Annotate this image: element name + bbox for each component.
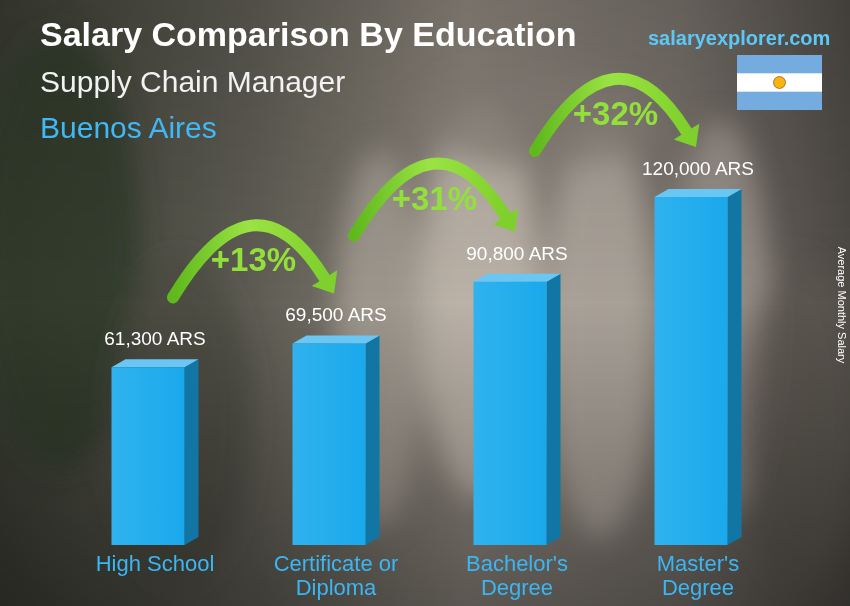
- bar-group: [474, 274, 561, 545]
- data-label: 90,800 ARS: [466, 243, 567, 264]
- flag: [737, 55, 822, 110]
- annotation: +32%: [573, 95, 658, 132]
- location: Buenos Aires: [40, 111, 217, 144]
- bar-top: [474, 274, 561, 282]
- bars: [112, 189, 742, 545]
- bar: [655, 197, 728, 545]
- arrow-shaft: [535, 79, 687, 151]
- category-line: Diploma: [296, 575, 377, 600]
- bar-group: [293, 335, 380, 545]
- category-label: Master'sDegree: [657, 551, 739, 600]
- growth-arrow: [173, 225, 337, 297]
- data-label: 69,500 ARS: [285, 304, 386, 325]
- flag-sun: [774, 77, 786, 89]
- bar-group: [655, 189, 742, 545]
- data-label: 61,300 ARS: [104, 328, 205, 349]
- category-line: High School: [96, 551, 215, 576]
- subtitle: Supply Chain Manager: [40, 65, 345, 98]
- chart: Salary Comparison By Education Supply Cha…: [0, 0, 850, 606]
- category-line: Degree: [481, 575, 553, 600]
- category-line: Master's: [657, 551, 739, 576]
- bar-side: [547, 274, 561, 545]
- category-line: Certificate or: [274, 551, 399, 576]
- growth-arrow: [535, 79, 699, 151]
- flag-stripe: [737, 92, 822, 110]
- category-label: Bachelor'sDegree: [466, 551, 568, 600]
- bar-side: [366, 335, 380, 545]
- category-line: Bachelor's: [466, 551, 568, 576]
- growth-arrow: [354, 163, 518, 235]
- arrow-shaft: [173, 225, 325, 297]
- arrow-head: [312, 270, 338, 293]
- arrow-shaft: [354, 163, 506, 235]
- category-label: High School: [96, 551, 215, 576]
- flag-white: [737, 55, 822, 110]
- bar: [293, 343, 366, 545]
- arrow-head: [674, 124, 700, 147]
- bar-top: [112, 359, 199, 367]
- bar-side: [185, 359, 199, 545]
- bar: [474, 282, 547, 545]
- annotation: +13%: [211, 241, 296, 278]
- arrow-head: [493, 208, 519, 231]
- bar-side: [728, 189, 742, 545]
- bar-group: [112, 359, 199, 545]
- category-line: Degree: [662, 575, 734, 600]
- bar-top: [655, 189, 742, 197]
- bar: [112, 367, 185, 545]
- data-label: 120,000 ARS: [642, 158, 754, 179]
- background-shade: [0, 0, 850, 606]
- bar-top: [293, 335, 380, 343]
- title: Salary Comparison By Education: [40, 15, 577, 53]
- category-label: Certificate orDiploma: [274, 551, 399, 600]
- flag-stripe: [737, 55, 822, 73]
- source: salaryexplorer.com: [648, 27, 830, 49]
- annotation: +31%: [392, 180, 477, 217]
- background: [0, 0, 850, 606]
- y-label: Average Monthly Salary: [836, 247, 848, 364]
